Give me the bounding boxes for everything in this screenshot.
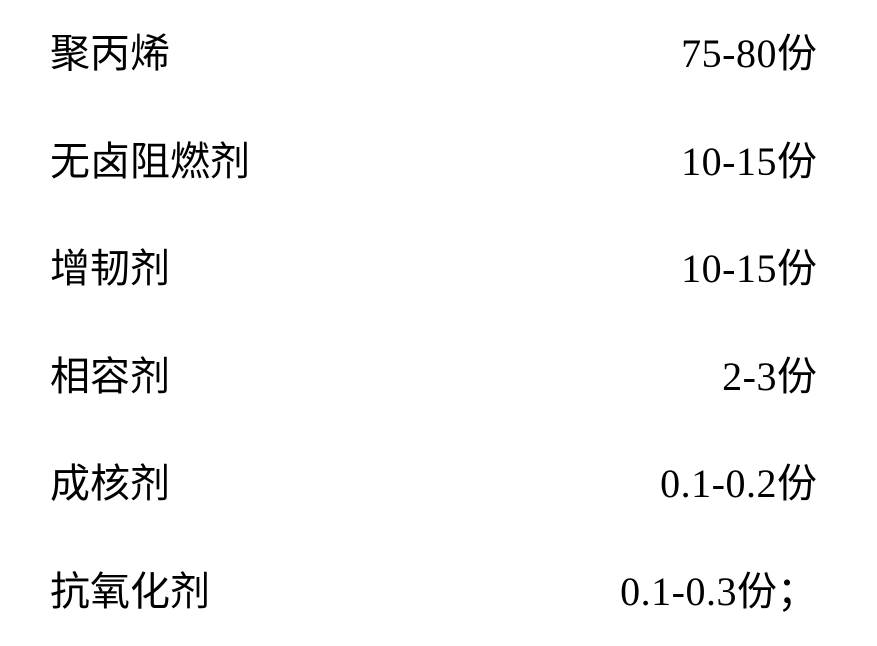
ingredient-value: 75-80份 [681, 30, 817, 78]
amount-unit: 份 [777, 246, 817, 291]
table-row: 无卤阻燃剂 10-15份 [50, 138, 817, 186]
amount-unit: 份 [777, 31, 817, 76]
amount-unit: 份 [777, 461, 817, 506]
table-row: 聚丙烯 75-80份 [50, 30, 817, 78]
amount-number: 10-15 [681, 139, 777, 184]
table-row: 增韧剂 10-15份 [50, 245, 817, 293]
amount-unit: 份 [737, 569, 777, 614]
table-row: 抗氧化剂 0.1-0.3份； [50, 568, 817, 616]
row-suffix: ； [777, 569, 817, 614]
amount-number: 2-3 [722, 354, 777, 399]
amount-number: 75-80 [681, 31, 777, 76]
table-row: 相容剂 2-3份 [50, 353, 817, 401]
ingredient-label: 增韧剂 [50, 245, 170, 293]
ingredient-value: 10-15份 [681, 245, 817, 293]
ingredient-label: 无卤阻燃剂 [50, 138, 250, 186]
ingredient-label: 相容剂 [50, 353, 170, 401]
ingredient-label: 抗氧化剂 [50, 568, 210, 616]
amount-number: 0.1-0.2 [660, 461, 777, 506]
amount-unit: 份 [777, 139, 817, 184]
table-row: 成核剂 0.1-0.2份 [50, 460, 817, 508]
ingredient-value: 0.1-0.2份 [660, 460, 817, 508]
amount-unit: 份 [777, 354, 817, 399]
ingredient-value: 0.1-0.3份； [620, 568, 817, 616]
ingredient-label: 成核剂 [50, 460, 170, 508]
amount-number: 10-15 [681, 246, 777, 291]
ingredient-value: 10-15份 [681, 138, 817, 186]
ingredient-value: 2-3份 [722, 353, 817, 401]
amount-number: 0.1-0.3 [620, 569, 737, 614]
ingredient-label: 聚丙烯 [50, 30, 170, 78]
composition-table: 聚丙烯 75-80份 无卤阻燃剂 10-15份 增韧剂 10-15份 相容剂 2… [0, 0, 877, 646]
